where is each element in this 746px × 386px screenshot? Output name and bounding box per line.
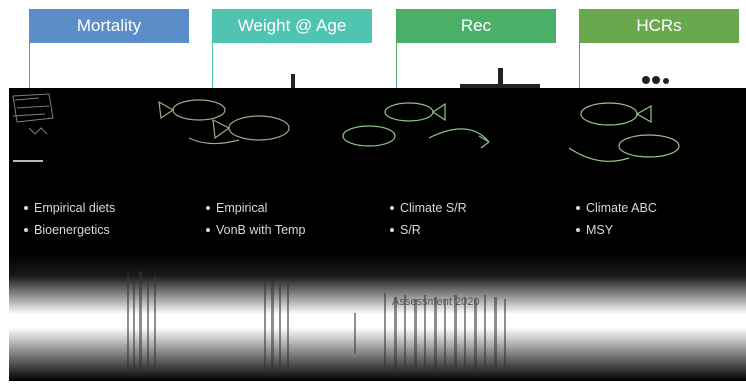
bullet-icon <box>390 227 394 232</box>
person-icon <box>663 78 669 84</box>
bullet-icon <box>24 205 28 210</box>
noise-bars <box>127 271 506 373</box>
post-icon <box>291 74 295 88</box>
list-item: Climate S/R <box>386 197 467 219</box>
tab-weight-at-age-label: Weight @ Age <box>237 16 347 35</box>
bottom-panel <box>9 253 746 381</box>
connector-line-weight <box>212 43 213 88</box>
list-item-label: MSY <box>586 223 614 237</box>
list-item: Climate ABC <box>572 197 657 219</box>
list-item: Empirical diets <box>20 197 115 219</box>
list-item-label: Climate ABC <box>586 201 657 215</box>
tab-mortality-label: Mortality <box>76 16 142 35</box>
bottom-texture <box>127 271 506 373</box>
list-item-label: Empirical <box>216 201 268 215</box>
fish-icon <box>568 102 680 162</box>
list-item-label: Climate S/R <box>400 201 467 215</box>
tab-rec-label: Rec <box>460 16 492 35</box>
tab-hcrs-label: HCRs <box>636 16 682 35</box>
list-item: Bioenergetics <box>20 219 115 241</box>
bullet-icon <box>576 205 580 210</box>
bullets-background <box>9 181 746 253</box>
list-item: S/R <box>386 219 467 241</box>
tab-mortality: Mortality <box>29 9 189 43</box>
tab-weight-at-age: Weight @ Age <box>212 9 372 43</box>
connector-line-hcrs <box>579 43 580 88</box>
weight-methods-list: Empirical VonB with Temp <box>202 197 305 241</box>
fish-icon <box>342 102 490 149</box>
hcr-methods-list: Climate ABC MSY <box>572 197 657 241</box>
connector-line-mortality <box>29 43 30 88</box>
list-item-label: Bioenergetics <box>34 223 110 237</box>
person-icon <box>642 76 650 84</box>
list-item: MSY <box>572 219 657 241</box>
list-item: Empirical <box>202 197 305 219</box>
fish-icon <box>158 99 290 145</box>
ecosystem-illustration <box>12 93 680 162</box>
bullet-icon <box>206 227 210 232</box>
mortality-methods-list: Empirical diets Bioenergetics <box>20 197 115 241</box>
bullet-icon <box>390 205 394 210</box>
figure-silhouettes <box>291 68 669 88</box>
tab-rec: Rec <box>396 9 556 43</box>
textured-block-icon <box>12 93 54 135</box>
illustration-band <box>9 88 746 181</box>
connector-line-rec <box>396 43 397 88</box>
bullet-icon <box>24 227 28 232</box>
bullet-icon <box>206 205 210 210</box>
divider <box>13 160 43 162</box>
list-item-label: Empirical diets <box>34 201 116 215</box>
list-item-label: VonB with Temp <box>216 223 306 237</box>
assessment-label: Assessment 2020 <box>392 296 480 308</box>
list-item-label: S/R <box>400 223 421 237</box>
boat-icon <box>460 84 540 88</box>
post-icon <box>498 68 503 88</box>
bullet-icon <box>576 227 580 232</box>
rec-methods-list: Climate S/R S/R <box>386 197 467 241</box>
list-item: VonB with Temp <box>202 219 305 241</box>
person-icon <box>652 76 660 84</box>
tab-hcrs: HCRs <box>579 9 739 43</box>
